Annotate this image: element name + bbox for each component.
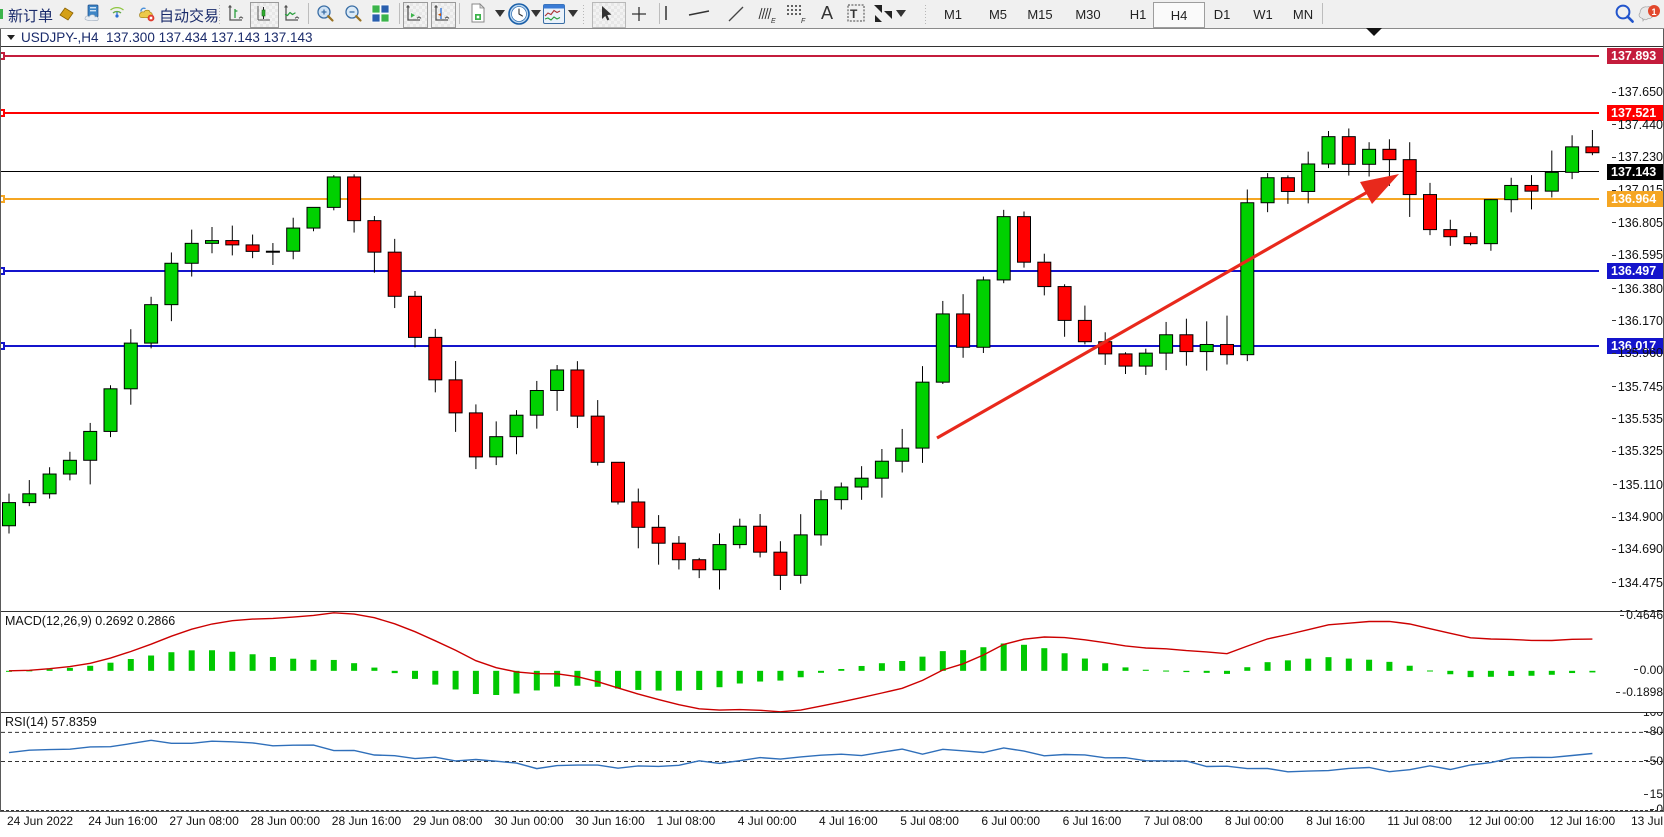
svg-text:T: T [850,7,858,21]
svg-text:F: F [801,18,806,24]
svg-text:1: 1 [1651,7,1656,17]
svg-text:E: E [771,18,776,24]
